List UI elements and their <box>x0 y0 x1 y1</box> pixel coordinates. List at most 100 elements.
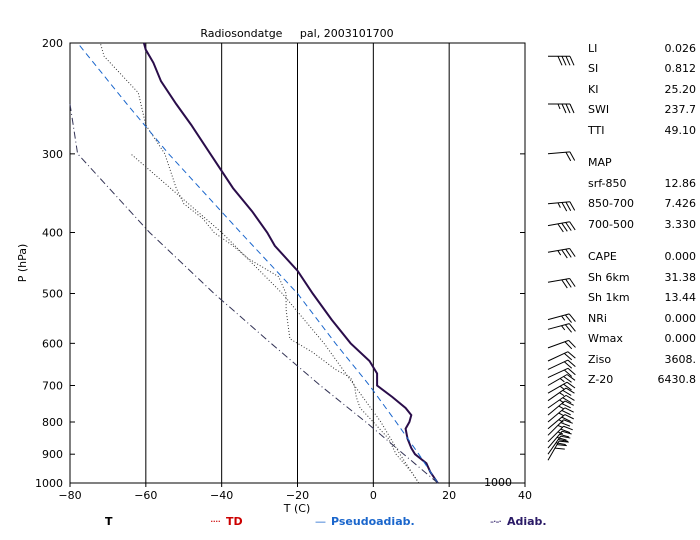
index-value: 12.86 <box>664 176 697 190</box>
barb-feather <box>564 407 574 413</box>
x-tick-label: 20 <box>442 489 456 502</box>
wind-barb <box>547 425 573 443</box>
barb-feather <box>556 436 567 441</box>
pseudoadiabat-line <box>77 42 439 484</box>
index-row-swi: SWI 237.7 <box>588 100 696 121</box>
surface-level-label: 1000 <box>484 476 512 489</box>
wind-barb <box>547 201 576 212</box>
convective-indices: CAPE 0.000 Sh 6km 31.38 Sh 1km 13.44 NRi 0.0… <box>588 247 696 391</box>
barb-half-feather <box>561 325 566 331</box>
wind-barb <box>547 221 576 233</box>
wind-barb <box>547 277 576 289</box>
barb-feather <box>558 438 569 442</box>
legend-item-td: ···· TD <box>210 515 243 528</box>
barb-half-feather <box>557 424 564 428</box>
index-row-z20: Z-20 6430.8 <box>588 370 696 391</box>
barb-feather <box>564 400 574 406</box>
index-label: SI <box>588 62 599 76</box>
barb-feather <box>562 397 572 404</box>
index-value: 49.10 <box>664 123 697 137</box>
barb-feather <box>555 442 566 446</box>
barb-feather <box>568 313 576 322</box>
index-label: NRi <box>588 311 607 325</box>
barb-feather <box>564 324 572 333</box>
barb-feather <box>561 202 568 212</box>
wind-barb <box>547 151 576 162</box>
barb-half-feather <box>557 250 562 256</box>
y-tick-label: 900 <box>42 448 63 461</box>
barb-feather <box>569 151 576 161</box>
barb-half-feather <box>558 419 564 423</box>
barb-feather <box>561 56 567 66</box>
x-tick-label: −40 <box>210 489 233 502</box>
barb-staff <box>547 323 570 330</box>
map-heading: MAP <box>588 153 696 174</box>
barb-half-feather <box>561 315 566 321</box>
index-label: Ziso <box>588 352 612 366</box>
barb-feather <box>561 222 568 232</box>
barb-half-feather <box>557 103 561 110</box>
dewpoint-line <box>99 42 420 484</box>
temperature-line <box>142 42 439 484</box>
barb-feather <box>557 223 564 233</box>
legend-label: Adiab. <box>506 515 547 528</box>
profile-lines <box>69 42 439 484</box>
index-row-wmax: Wmax 0.000 <box>588 329 696 350</box>
barb-feather <box>565 201 572 211</box>
barb-feather <box>569 56 575 66</box>
dotted-line-swatch: ···· <box>210 515 221 528</box>
wind-barb <box>547 381 576 394</box>
index-label: LI <box>588 41 598 55</box>
y-axis-label: P (hPa) <box>16 244 29 283</box>
barb-half-feather <box>557 202 561 208</box>
index-row-si: SI 0.812 <box>588 59 696 80</box>
barb-half-feather <box>559 392 565 397</box>
barb-half-feather <box>559 385 565 390</box>
wind-barb <box>547 400 574 416</box>
barb-staff <box>547 440 560 461</box>
barb-feather <box>566 381 576 389</box>
chart-title: Radiosondatge pal, 2003101700 <box>200 27 393 40</box>
wind-barb <box>547 359 576 370</box>
index-value: 0.000 <box>664 311 697 325</box>
barb-staff <box>547 339 569 349</box>
x-axis-label: T (C) <box>283 502 310 515</box>
wind-barb <box>547 407 574 423</box>
wind-barb <box>547 247 576 259</box>
y-tick-label: 1000 <box>35 477 63 490</box>
barb-half-feather <box>558 412 564 416</box>
barb-feather <box>560 435 571 439</box>
barb-half-feather <box>558 405 564 410</box>
barb-feather <box>563 361 573 369</box>
barb-feather <box>565 151 572 162</box>
barb-feather <box>561 409 571 416</box>
legend-item-adiab: -·-· Adiab. <box>490 515 547 528</box>
dash-dot-line-swatch: -·-· <box>490 515 502 528</box>
index-value: 6430.8 <box>657 373 697 387</box>
barb-feather <box>565 103 571 114</box>
x-tick-label: 40 <box>518 489 532 502</box>
index-value: 25.20 <box>664 82 697 96</box>
barb-feather <box>563 376 572 383</box>
legend-label: Pseudoadiab. <box>331 515 415 528</box>
barb-feather <box>568 323 576 332</box>
index-row-sh6km: Sh 6km 31.38 <box>588 267 696 288</box>
barb-feather <box>561 279 568 289</box>
wind-barb <box>547 323 576 333</box>
barb-feather <box>557 56 563 66</box>
index-label: srf-850 <box>588 176 627 190</box>
x-tick-label: −60 <box>134 489 157 502</box>
index-row-li: LI 0.026 <box>588 38 696 59</box>
parcel-line <box>130 153 420 484</box>
barb-feather <box>556 444 567 447</box>
indices-panel: LI 0.026 SI 0.812 KI 25.20 SWI 237.7 TTI 49.1… <box>588 38 696 390</box>
y-tick-label: 500 <box>42 288 63 301</box>
barb-feather <box>567 359 576 367</box>
x-tick-label: −80 <box>58 489 81 502</box>
y-tick-label: 300 <box>42 148 63 161</box>
index-value: 13.44 <box>664 291 697 305</box>
barb-staff <box>547 313 570 321</box>
barb-feather <box>563 369 573 377</box>
index-label: TTI <box>588 123 605 137</box>
dashed-line-swatch: — <box>315 515 326 528</box>
